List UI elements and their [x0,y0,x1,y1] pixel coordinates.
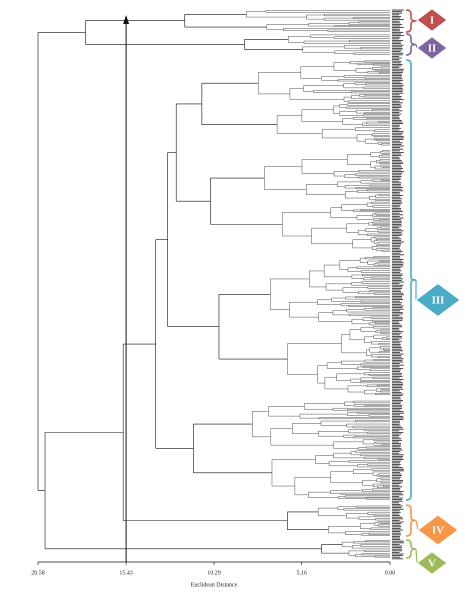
cluster-label: V [428,558,436,570]
cluster-bracket [405,33,417,56]
cluster-bracket [405,9,417,33]
x-tick-label: 15.43 [119,570,133,576]
leaf-texture [246,9,404,560]
cluster-bracket [405,59,417,501]
cluster-bracket [405,504,417,537]
cluster-diamond [416,551,448,575]
cluster-diamond [417,514,459,546]
x-tick-label: 0.00 [385,570,396,576]
x-tick-label: 10.29 [207,570,221,576]
cluster-diamond [415,282,461,318]
cluster-label: II [428,43,437,55]
cluster-connector [415,44,418,49]
x-tick-label: 20.58 [31,570,45,576]
cluster-label: I [430,15,434,27]
cluster-diamond [416,8,448,32]
cluster-label: IV [432,525,444,537]
cluster-connector [415,548,418,564]
x-tick-label: 5.16 [296,570,307,576]
cluster-label: III [432,295,445,307]
x-axis-label: Euclidean Distance [191,582,238,588]
cluster-bracket [405,539,417,559]
cluster-diamond [416,36,448,60]
arrow-head [123,15,130,24]
cluster-connector [415,520,419,531]
